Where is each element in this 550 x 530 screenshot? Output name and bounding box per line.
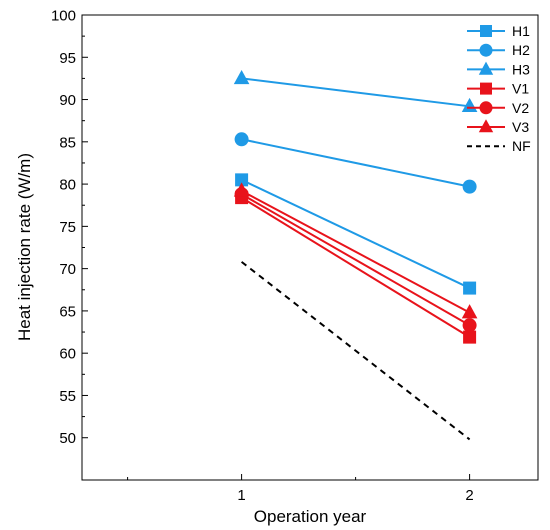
legend-marker-h1 <box>480 25 492 37</box>
x-tick-label: 2 <box>465 487 473 504</box>
series-nf <box>240 261 471 441</box>
y-tick-label: 95 <box>59 50 76 67</box>
x-axis-label: Operation year <box>254 507 367 526</box>
series-h2 <box>234 132 477 194</box>
legend-marker-v1 <box>480 82 492 95</box>
y-tick-label: 90 <box>59 92 76 109</box>
y-tick-label: 70 <box>59 261 76 278</box>
series-line-h1 <box>241 178 471 289</box>
series-line-nf <box>240 261 471 441</box>
data-point-h2 <box>234 132 249 147</box>
data-point-h1 <box>235 173 249 187</box>
data-point-h3 <box>233 69 250 85</box>
y-tick-label: 50 <box>59 430 76 447</box>
plot-frame <box>81 14 539 481</box>
legend-marker-v3 <box>478 119 494 133</box>
legend-marker-v2 <box>479 101 493 115</box>
legend-label-v3: V3 <box>512 119 529 135</box>
y-tick-label: 65 <box>59 303 76 320</box>
series-line-h3 <box>241 77 470 108</box>
y-axis-label: Heat injection rate (W/m) <box>15 153 34 341</box>
legend-marker-h2 <box>479 43 493 57</box>
legend-marker-h3 <box>478 61 494 75</box>
legend-label-v1: V1 <box>512 81 529 97</box>
y-tick-label: 85 <box>59 134 76 151</box>
legend-label-nf: NF <box>512 138 531 154</box>
y-tick-label: 75 <box>59 219 76 236</box>
data-point-h1 <box>463 281 477 295</box>
y-tick-label: 100 <box>51 8 76 25</box>
data-point-v3 <box>233 182 250 197</box>
series-line-v3 <box>241 189 471 314</box>
legend-label-h3: H3 <box>512 61 530 77</box>
legend-label-v2: V2 <box>512 100 529 116</box>
legend: H1 H2 H3 V1 V2 V3 NF <box>467 23 531 154</box>
data-point-v3 <box>461 304 478 319</box>
legend-label-h2: H2 <box>512 42 530 58</box>
series-v2 <box>234 187 477 333</box>
series-line-h2 <box>241 138 470 188</box>
series-line-v1 <box>241 196 471 338</box>
data-point-v2 <box>462 318 477 333</box>
series-v1 <box>235 191 477 344</box>
series-v3 <box>233 182 478 319</box>
x-tick-label: 1 <box>237 487 245 504</box>
y-axis: 50 55 60 65 70 75 80 85 90 95 100 <box>51 8 88 447</box>
legend-label-h1: H1 <box>512 23 530 39</box>
series-h1 <box>235 173 477 295</box>
data-point-v1 <box>463 330 477 344</box>
data-point-h2 <box>462 179 477 194</box>
y-tick-label: 60 <box>59 346 76 363</box>
y-tick-label: 80 <box>59 177 76 194</box>
y-tick-label: 55 <box>59 388 76 405</box>
series-h3 <box>233 69 478 113</box>
series-line-v2 <box>241 193 471 327</box>
series-layer <box>233 69 478 441</box>
